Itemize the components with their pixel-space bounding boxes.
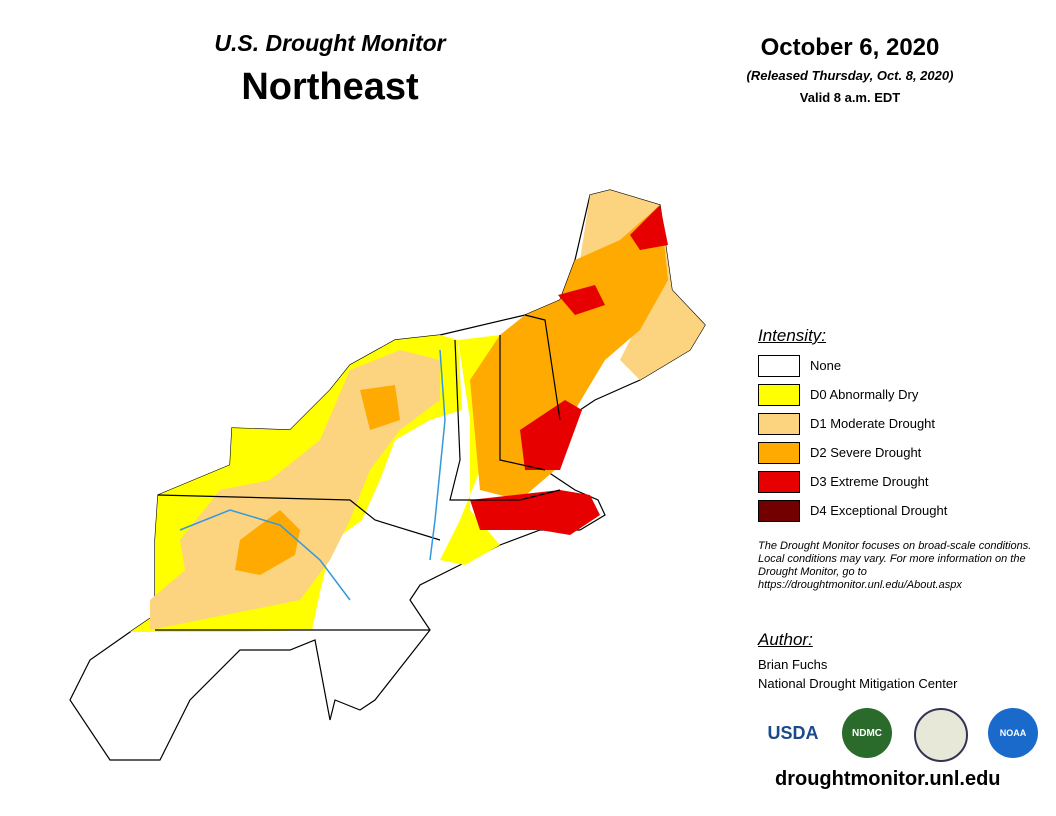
d3-area	[558, 285, 605, 315]
released: (Released Thursday, Oct. 8, 2020)	[746, 68, 954, 83]
d2-area	[360, 385, 400, 430]
d3-area	[470, 490, 600, 535]
program-title: U.S. Drought Monitor	[214, 30, 446, 56]
legend-label: D4 Exceptional Drought	[810, 503, 948, 518]
author-name: Brian Fuchs	[758, 657, 828, 672]
valid: Valid 8 a.m. EDT	[799, 90, 901, 105]
river	[429, 349, 446, 561]
state-border	[449, 339, 561, 501]
date: October 6, 2020	[760, 34, 940, 61]
legend-label: D0 Abnormally Dry	[810, 387, 919, 402]
author-title: Author:	[758, 630, 813, 649]
state-border	[499, 335, 546, 471]
legend-swatch	[758, 355, 800, 377]
state-border	[524, 314, 561, 421]
legend-label: None	[810, 358, 842, 373]
d3-area	[520, 400, 582, 470]
map	[69, 189, 706, 761]
logo: NDMC	[842, 708, 892, 758]
d2-area	[235, 510, 300, 575]
note: The Drought Monitor focuses on broad-sca…	[758, 540, 1032, 591]
logo	[914, 708, 968, 762]
river	[179, 509, 351, 601]
author-org: National Drought Mitigation Center	[758, 676, 958, 691]
d3-area	[630, 205, 668, 250]
legend-swatch	[758, 384, 800, 406]
legend-label: D2 Severe Drought	[810, 445, 922, 460]
legend-label: D3 Extreme Drought	[810, 474, 929, 489]
legend-swatch	[758, 500, 800, 522]
url: droughtmonitor.unl.edu	[775, 768, 1001, 790]
logo: NOAA	[988, 708, 1038, 758]
legend-label: D1 Moderate Drought	[810, 416, 936, 431]
legend-swatch	[758, 413, 800, 435]
legend-swatch	[758, 471, 800, 493]
region-title: Northeast	[241, 66, 419, 108]
legend-title: Intensity:	[758, 326, 827, 345]
d2-area	[470, 205, 668, 500]
state-border	[157, 494, 441, 541]
legend-swatch	[758, 442, 800, 464]
logo: USDA	[768, 708, 819, 758]
